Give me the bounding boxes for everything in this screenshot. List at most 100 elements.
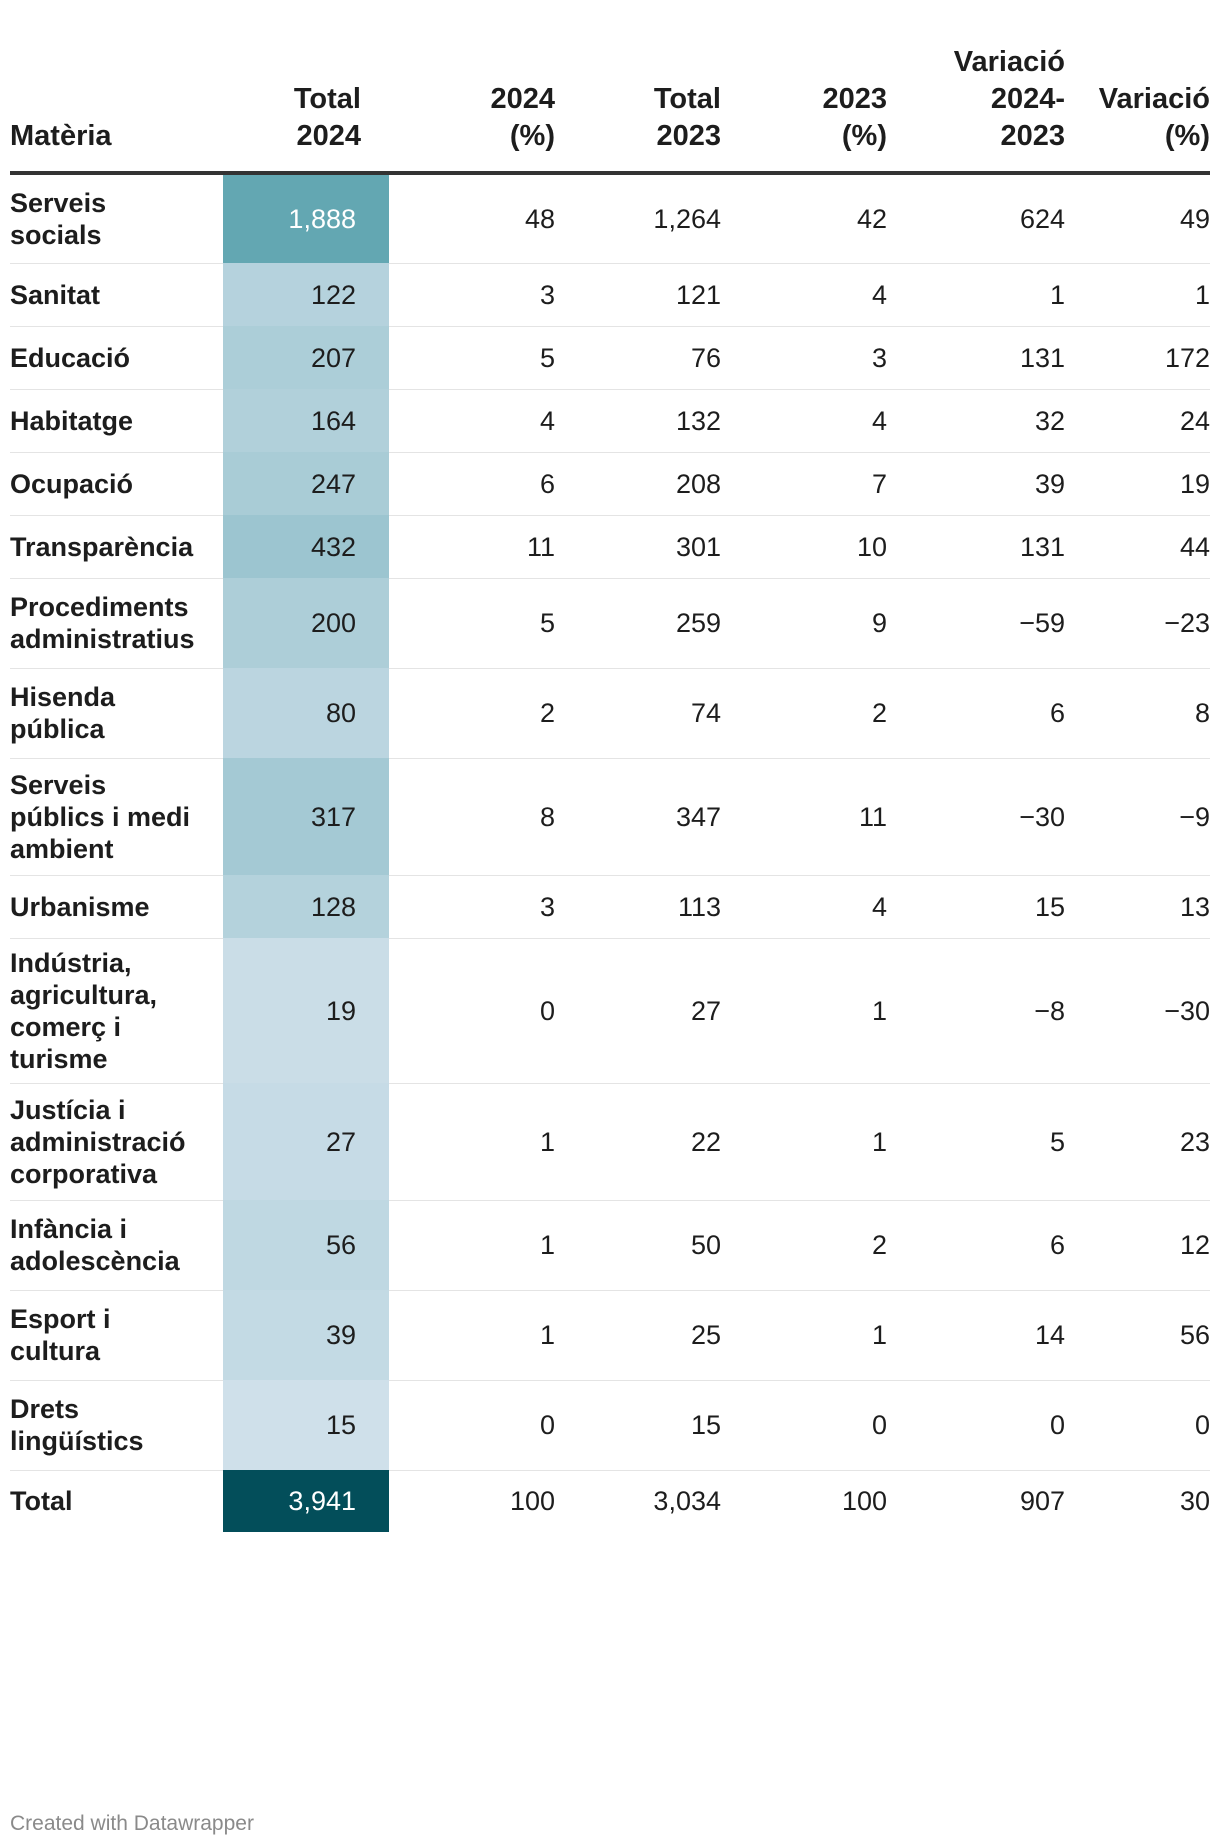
- row-label-line: pública: [10, 714, 105, 744]
- heatmap-cell-total-2024: 1,888: [223, 173, 389, 263]
- cell-pct-2023: 4: [721, 389, 887, 453]
- data-table-container: Matèria Total 2024 2024 (%) Total 2023 2023 (%) V…: [10, 44, 1210, 1532]
- row-label-line: Urbanisme: [10, 891, 150, 922]
- row-label: Esport i cultura: [10, 1290, 223, 1381]
- row-label-line: socials: [10, 219, 102, 250]
- row-label-line: Justícia i: [10, 1094, 126, 1125]
- cell-pct-2023: 2: [721, 1200, 887, 1291]
- cell-pct-2024: 0: [389, 1380, 555, 1471]
- table-row: Infància i adolescència 56 1 50 2 6 12: [10, 1200, 1210, 1291]
- cell-pct-2023: 7: [721, 452, 887, 516]
- cell-variacio: 15: [887, 875, 1065, 939]
- cell-pct-2024: 100: [509, 1486, 555, 1517]
- cell-variacio-pct: 44: [1065, 515, 1210, 579]
- header-variacio-pct: Variació (%): [1065, 44, 1210, 175]
- row-label-line: Sanitat: [10, 279, 101, 310]
- table-row: Indústria, agricultura, comerç i turisme 19 0…: [10, 938, 1210, 1084]
- header-line: 2023: [1000, 120, 1065, 152]
- cell-variacio: 1: [887, 263, 1065, 327]
- cell-variacio-pct: −9: [1065, 758, 1210, 876]
- cell-variacio: 5: [887, 1083, 1065, 1201]
- header-line: Variació: [953, 46, 1065, 78]
- cell-pct-2024: 3: [389, 263, 555, 327]
- row-label-line: Transparència: [10, 531, 194, 562]
- row-label: Drets lingüístics: [10, 1380, 223, 1471]
- table-row: Transparència 432 11 301 10 131 44: [10, 515, 1210, 579]
- row-label-line: ambient: [10, 833, 114, 864]
- cell-variacio-pct: −30: [1065, 938, 1210, 1084]
- row-label: Justícia i administració corporativa: [10, 1083, 223, 1201]
- row-label: Ocupació: [10, 452, 223, 516]
- cell-total-2023: 25: [555, 1290, 721, 1381]
- cell-variacio-pct: 13: [1065, 875, 1210, 939]
- header-line: 2023: [822, 83, 887, 115]
- cell-total-2023: 1,264: [555, 173, 721, 264]
- cell-pct-2023: 4: [721, 263, 887, 327]
- row-label: Sanitat: [10, 263, 223, 327]
- table-row: Sanitat 122 3 121 4 1 1: [10, 263, 1210, 327]
- cell-variacio: 907: [1019, 1486, 1065, 1517]
- header-line: 2024: [490, 83, 555, 115]
- header-line: Variació: [1098, 83, 1210, 115]
- row-label-line: agricultura,: [10, 979, 158, 1010]
- header-line: 2024-: [990, 83, 1065, 115]
- header-line: (%): [1164, 120, 1210, 152]
- heatmap-cell-total-2024: 247: [223, 452, 389, 515]
- header-2023-pct: 2023 (%): [721, 44, 887, 175]
- cell-total-2023: 347: [555, 758, 721, 876]
- cell-variacio-pct: 23: [1065, 1083, 1210, 1201]
- row-label-line: Educació: [10, 342, 131, 373]
- cell-pct-2023: 3: [721, 326, 887, 390]
- cell-variacio-pct: 12: [1065, 1200, 1210, 1291]
- header-materia: Matèria: [10, 44, 223, 175]
- table-row: Serveis socials 1,888 48 1,264 42 624 49: [10, 173, 1210, 264]
- cell-variacio: 6: [887, 1200, 1065, 1291]
- cell-total-2023: 3,034: [653, 1486, 721, 1517]
- heatmap-cell-total-2024: 164: [223, 389, 389, 452]
- cell-variacio-pct: 8: [1065, 668, 1210, 759]
- cell-total-2023: 22: [555, 1083, 721, 1201]
- cell-pct-2023: 9: [721, 578, 887, 669]
- heatmap-cell-total-2024: 432: [223, 515, 389, 578]
- header-total-2023: Total 2023: [555, 44, 721, 175]
- heatmap-cell-total-2024: 15: [223, 1380, 389, 1470]
- cell-pct-2024: 11: [389, 515, 555, 579]
- cell-total-2023: 113: [555, 875, 721, 939]
- cell-pct-2023: 1: [721, 1083, 887, 1201]
- row-label-line: Infància i: [10, 1214, 128, 1244]
- row-label-line: turisme: [10, 1043, 108, 1074]
- row-label-line: Habitatge: [10, 405, 134, 436]
- row-label-line: corporativa: [10, 1158, 158, 1189]
- row-label-line: Ocupació: [10, 468, 134, 499]
- cell-variacio: 32: [887, 389, 1065, 453]
- table-body: Serveis socials 1,888 48 1,264 42 624 49 Sanitat…: [10, 173, 1210, 1532]
- cell-pct-2023: 0: [721, 1380, 887, 1471]
- heatmap-cell-total-2024: 56: [223, 1200, 389, 1290]
- table-row: Procediments administratius 200 5 259 9 −59 −23: [10, 578, 1210, 669]
- cell-variacio: 0: [887, 1380, 1065, 1471]
- header-line: Total: [293, 83, 361, 115]
- cell-variacio: 39: [887, 452, 1065, 516]
- cell-variacio-pct: 19: [1065, 452, 1210, 516]
- row-label-line: administratius: [10, 624, 195, 654]
- header-variacio: Variació 2024- 2023: [887, 44, 1065, 175]
- row-label-line: Total: [10, 1486, 73, 1517]
- heatmap-cell-total-2024: 128: [223, 875, 389, 938]
- header-line: 2023: [656, 120, 721, 152]
- row-label-line: públics i medi: [10, 801, 191, 832]
- cell-pct-2023: 4: [721, 875, 887, 939]
- row-label-line: Indústria,: [10, 947, 132, 978]
- cell-pct-2024: 48: [389, 173, 555, 264]
- heatmap-cell-total-2024: 122: [223, 263, 389, 326]
- header-2024-pct: 2024 (%): [389, 44, 555, 175]
- cell-total-2023: 27: [555, 938, 721, 1084]
- row-label: Serveis públics i medi ambient: [10, 758, 223, 876]
- row-label-line: Hisenda: [10, 682, 116, 712]
- table-row: Habitatge 164 4 132 4 32 24: [10, 389, 1210, 453]
- row-label: Hisenda pública: [10, 668, 223, 759]
- cell-variacio-pct: 0: [1065, 1380, 1210, 1471]
- cell-pct-2023: 2: [721, 668, 887, 759]
- header-line: 2024: [296, 120, 361, 152]
- cell-pct-2024: 2: [389, 668, 555, 759]
- row-label: Educació: [10, 326, 223, 390]
